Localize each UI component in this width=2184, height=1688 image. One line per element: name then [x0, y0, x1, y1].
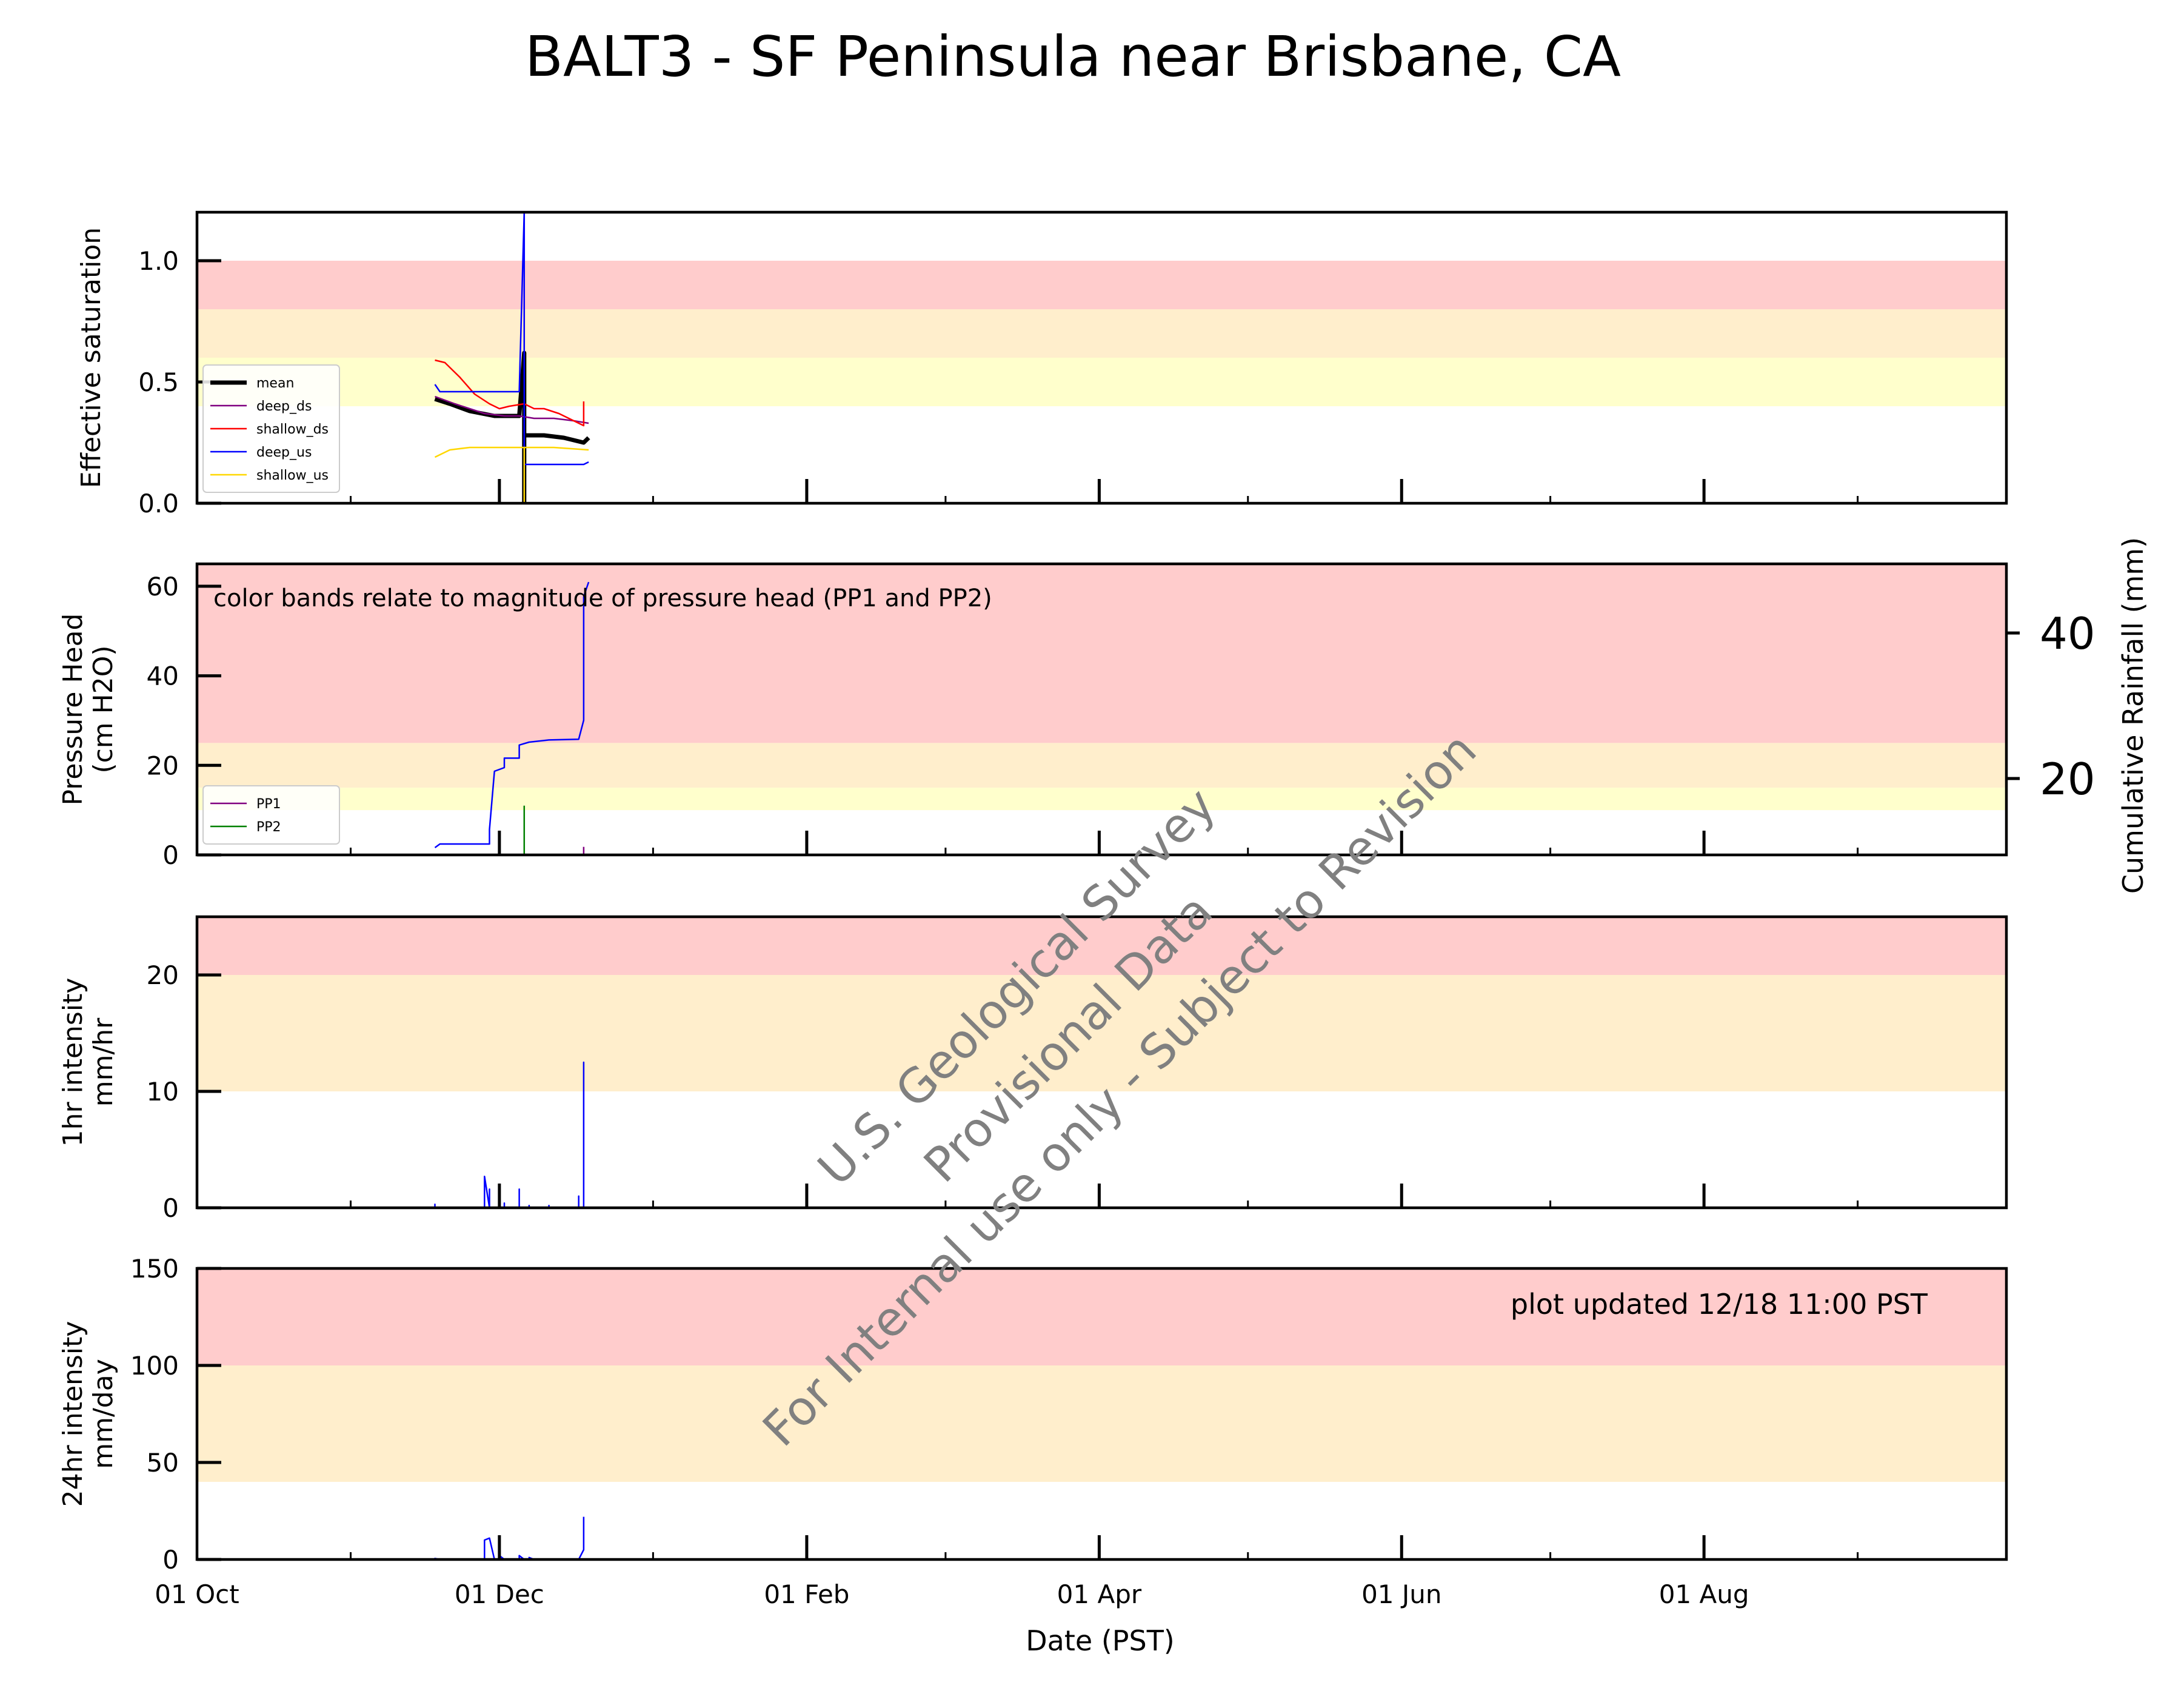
panel-intensity_24hr: 0 50 100 150 01 Oct 01 Dec 01 Feb 01 Apr 01 Jun 0…	[58, 1254, 2008, 1609]
plot-frame	[195, 562, 2008, 857]
series-group	[434, 1061, 589, 1208]
y-tick-label: 0.5	[138, 367, 179, 397]
series-line-cumulative-rainfall	[434, 581, 590, 849]
series-line-intensity_24hr	[434, 1516, 585, 1559]
y-tick-label: 20	[147, 751, 179, 780]
legend: mean deep_ds shallow_ds deep_us shallow_us	[202, 364, 340, 493]
y-axis-label: 24hr intensitymm/day	[58, 1321, 119, 1507]
x-axis-label: Date (PST)	[1026, 1624, 1175, 1657]
y-tick-label: 100	[130, 1351, 179, 1381]
x-tick-label: 01 Dec	[455, 1579, 544, 1609]
y-tick-label: 0	[162, 1545, 179, 1575]
threshold-band	[197, 1365, 2006, 1482]
panels: 0.0 0.5 1.0 Effective saturation mean deep_ds…	[58, 210, 2149, 1609]
x-tick-label: 01 Jun	[1361, 1579, 1441, 1609]
x-tick-label: 01 Apr	[1057, 1579, 1142, 1609]
threshold-band	[197, 261, 2006, 309]
threshold-band	[197, 309, 2006, 358]
series-line-shallow_ds	[435, 359, 585, 427]
y-tick-label: 0	[162, 1193, 179, 1223]
y-axis-label: Pressure Head(cm H2O)	[58, 614, 119, 806]
y-tick-label: 60	[147, 572, 179, 601]
legend-entry: shallow_ds	[256, 422, 329, 437]
series-group	[434, 1516, 585, 1559]
y2-tick-label: 40	[2040, 608, 2096, 659]
threshold-band	[197, 975, 2006, 1091]
y-tick-label: 50	[147, 1448, 179, 1478]
threshold-band	[197, 788, 2006, 811]
y-tick-label: 1.0	[138, 246, 179, 276]
legend: PP1 PP2	[202, 785, 340, 845]
series-line-deep_ds	[435, 395, 589, 424]
panel-pressure: 20 40 Cumulative Rainfall (mm) 0 20 40 60 Press…	[58, 537, 2149, 894]
threshold-band	[197, 1268, 2006, 1365]
legend-entry: PP2	[256, 820, 281, 835]
panel-intensity_1hr: 0 10 20 1hr intensitymm/hr	[58, 915, 2008, 1223]
threshold-band	[197, 564, 2006, 743]
y-tick-label: 40	[147, 661, 179, 691]
plot-frame	[195, 1267, 2008, 1561]
x-tick-label: 01 Feb	[764, 1579, 849, 1609]
x-tick-label: 01 Oct	[155, 1579, 239, 1609]
series-line-intensity_1hr	[434, 1061, 589, 1208]
panel-annotation: color bands relate to magnitude of press…	[213, 584, 992, 612]
series-group	[434, 212, 590, 503]
y-tick-label: 0.0	[138, 489, 179, 518]
threshold-band	[197, 743, 2006, 788]
plot-frame	[195, 915, 2008, 1210]
legend-entry: PP1	[256, 797, 281, 812]
legend-entry: mean	[256, 376, 294, 391]
legend-entry: deep_ds	[256, 399, 312, 414]
y-tick-label: 10	[147, 1077, 179, 1107]
series-line-shallow_us	[434, 446, 589, 503]
series-line-deep_us	[434, 212, 589, 503]
y-axis-label: 1hr intensitymm/hr	[58, 978, 119, 1147]
figure-title: BALT3 - SF Peninsula near Brisbane, CA	[525, 24, 1621, 89]
legend-entry: deep_us	[256, 445, 312, 460]
x-tick-label: 01 Aug	[1659, 1579, 1749, 1609]
panel-saturation: 0.0 0.5 1.0 Effective saturation mean deep_ds…	[76, 210, 2008, 518]
y-tick-label: 20	[147, 960, 179, 990]
panel-annotation: plot updated 12/18 11:00 PST	[1511, 1288, 1928, 1321]
y2-axis-label: Cumulative Rainfall (mm)	[2117, 537, 2149, 894]
threshold-band	[197, 358, 2006, 406]
y-tick-label: 150	[130, 1254, 179, 1284]
y-axis-label: Effective saturation	[76, 227, 107, 488]
y-tick-label: 0	[162, 840, 179, 870]
legend-entry: shallow_us	[256, 468, 329, 483]
threshold-band	[197, 917, 2006, 975]
plot-frame	[195, 210, 2008, 505]
y2-tick-label: 20	[2040, 754, 2096, 805]
